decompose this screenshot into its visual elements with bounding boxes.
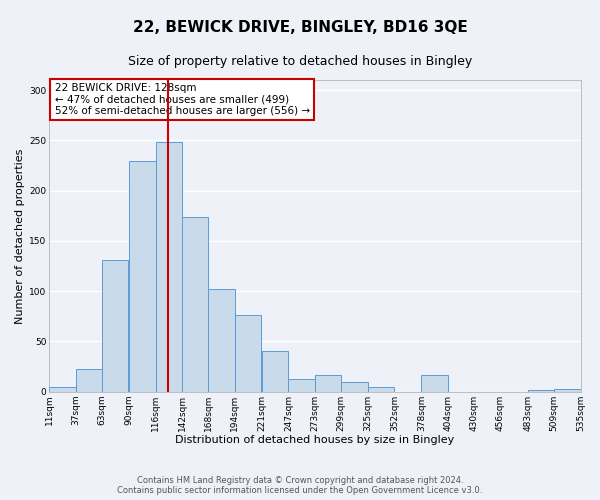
Bar (421, 374, 448, 392)
Text: 22 BEWICK DRIVE: 128sqm
← 47% of detached houses are smaller (499)
52% of semi-d: 22 BEWICK DRIVE: 128sqm ← 47% of detache… (55, 83, 310, 116)
Bar (155, 142, 182, 392)
Bar (315, 374, 341, 392)
Bar (262, 352, 289, 392)
Bar (49, 386, 76, 392)
Bar (102, 260, 128, 392)
Bar (368, 386, 394, 392)
Text: 22, BEWICK DRIVE, BINGLEY, BD16 3QE: 22, BEWICK DRIVE, BINGLEY, BD16 3QE (133, 20, 467, 35)
Y-axis label: Number of detached properties: Number of detached properties (15, 148, 25, 324)
Bar (289, 378, 315, 392)
Bar (208, 289, 235, 392)
Bar (235, 316, 261, 392)
Text: Size of property relative to detached houses in Bingley: Size of property relative to detached ho… (128, 55, 472, 68)
X-axis label: Distribution of detached houses by size in Bingley: Distribution of detached houses by size … (175, 435, 454, 445)
Bar (182, 216, 208, 392)
Bar (129, 162, 155, 392)
Bar (76, 368, 102, 392)
Bar (341, 382, 368, 392)
Bar (528, 390, 554, 392)
Bar (554, 388, 581, 392)
Text: Contains HM Land Registry data © Crown copyright and database right 2024.
Contai: Contains HM Land Registry data © Crown c… (118, 476, 482, 495)
